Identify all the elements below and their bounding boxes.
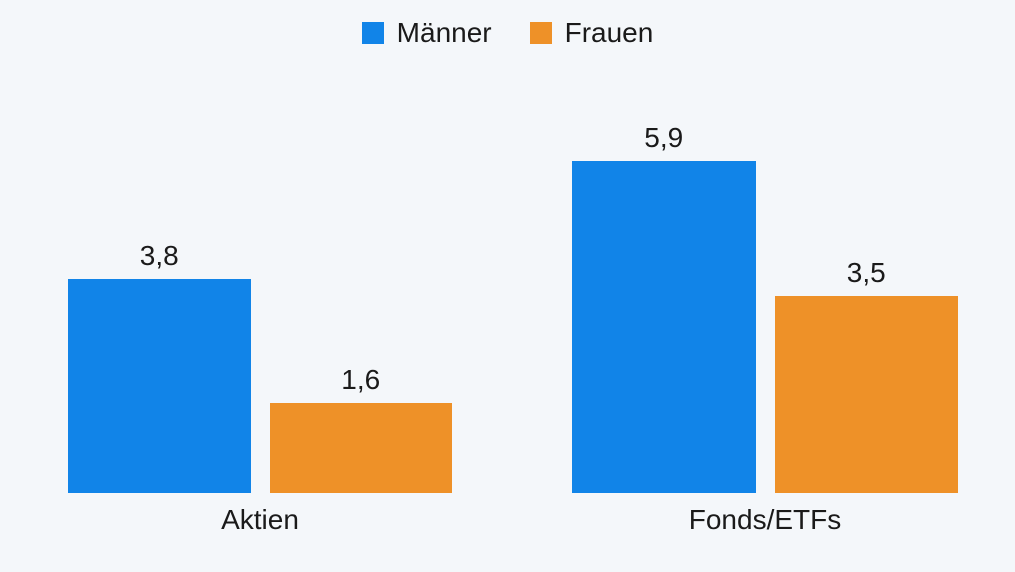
bar-column-frauen-fonds-etfs: 3,5	[774, 257, 958, 493]
bar-value-label: 3,5	[846, 257, 886, 288]
bar-group-aktien: 3,8 1,6 Aktien	[68, 242, 452, 534]
legend-item-frauen: Frauen	[529, 17, 654, 48]
bar-maenner-aktien	[68, 279, 251, 493]
category-label-fonds-etfs: Fonds/ETFs	[688, 504, 842, 535]
legend-item-maenner: Männer	[361, 17, 492, 48]
bar-frauen-fonds-etfs	[774, 296, 958, 493]
legend-label: Frauen	[564, 17, 654, 48]
bar-value-label: 1,6	[341, 364, 381, 395]
bar-frauen-aktien	[269, 403, 452, 493]
legend-swatch-icon	[529, 22, 552, 44]
bar-pair: 3,8 1,6	[68, 242, 452, 493]
bar-column-maenner-aktien: 3,8	[68, 242, 251, 493]
bar-maenner-fonds-etfs	[572, 161, 756, 493]
bar-column-maenner-fonds-etfs: 5,9	[572, 124, 756, 493]
legend-swatch-icon	[361, 22, 384, 44]
category-label-aktien: Aktien	[221, 504, 299, 535]
legend-label: Männer	[396, 17, 492, 48]
bar-pair: 5,9 3,5	[572, 124, 958, 493]
bar-value-label: 3,8	[139, 240, 179, 271]
bar-column-frauen-aktien: 1,6	[269, 364, 452, 493]
bar-group-fonds-etfs: 5,9 3,5 Fonds/ETFs	[572, 124, 958, 534]
bar-value-label: 5,9	[644, 122, 684, 153]
chart-legend: Männer Frauen	[0, 19, 1015, 47]
